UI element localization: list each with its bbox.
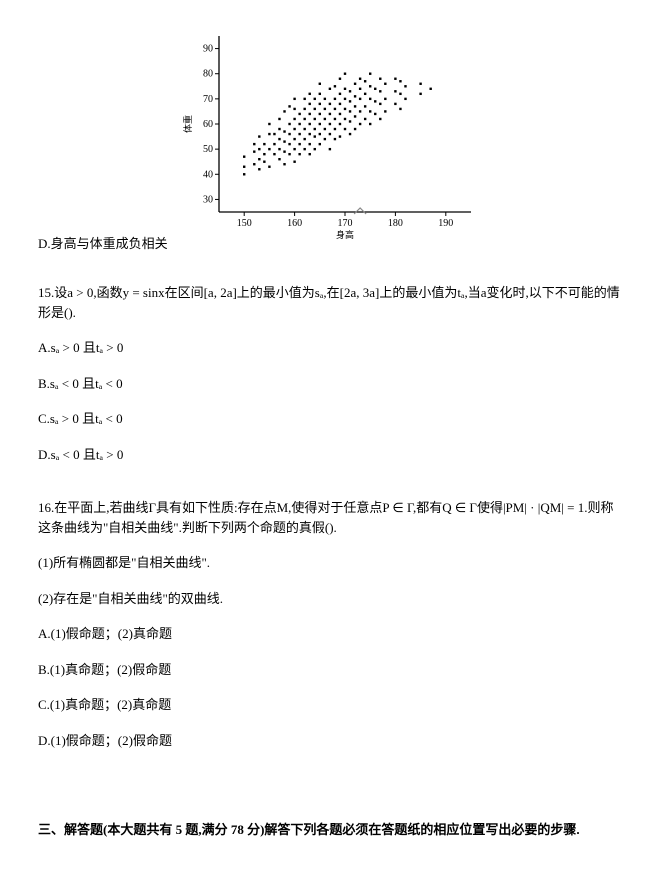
svg-text:190: 190 bbox=[438, 218, 453, 229]
q14-option-d: D.身高与体重成负相关 bbox=[38, 236, 168, 251]
svg-text:180: 180 bbox=[388, 218, 403, 229]
svg-text:170: 170 bbox=[338, 218, 353, 229]
q16-stem: 16.在平面上,若曲线Γ具有如下性质:存在点M,使得对于任意点P ∈ Γ,都有Q… bbox=[38, 498, 624, 537]
q16-option-b: B.(1)真命题；(2)假命题 bbox=[38, 660, 624, 680]
scatter-plot: 30 40 50 60 70 80 90 150 160 170 180 190 身高 体重 bbox=[181, 30, 481, 240]
svg-text:160: 160 bbox=[287, 218, 302, 229]
svg-text:40: 40 bbox=[203, 169, 213, 180]
q15-option-a: A.sₐ > 0 且tₐ > 0 bbox=[38, 338, 624, 358]
q15-option-c: C.sₐ > 0 且tₐ < 0 bbox=[38, 409, 624, 429]
svg-text:50: 50 bbox=[203, 144, 213, 155]
q16-prop1: (1)所有椭圆都是"自相关曲线". bbox=[38, 553, 624, 573]
svg-text:80: 80 bbox=[203, 69, 213, 80]
q15-option-b: B.sₐ < 0 且tₐ < 0 bbox=[38, 374, 624, 394]
scatter-plot-container: 30 40 50 60 70 80 90 150 160 170 180 190 身高 体重 bbox=[38, 30, 624, 246]
q15-stem: 15.设a > 0,函数y = sinx在区间[a, 2a]上的最小值为sₐ,在… bbox=[38, 283, 624, 322]
q16-option-d: D.(1)假命题；(2)假命题 bbox=[38, 731, 624, 751]
svg-text:体重: 体重 bbox=[182, 115, 193, 133]
svg-text:150: 150 bbox=[237, 218, 252, 229]
svg-text:70: 70 bbox=[203, 94, 213, 105]
svg-text:30: 30 bbox=[203, 194, 213, 205]
q16-prop2: (2)存在是"自相关曲线"的双曲线. bbox=[38, 589, 624, 609]
q15-option-d: D.sₐ < 0 且tₐ > 0 bbox=[38, 445, 624, 465]
svg-text:60: 60 bbox=[203, 119, 213, 130]
svg-text:身高: 身高 bbox=[336, 229, 354, 240]
q16-option-c: C.(1)真命题；(2)真命题 bbox=[38, 695, 624, 715]
q16-option-a: A.(1)假命题；(2)真命题 bbox=[38, 624, 624, 644]
section-3-header: 三、解答题(本大题共有 5 题,满分 78 分)解答下列各题必须在答题纸的相应位… bbox=[38, 820, 624, 840]
svg-text:90: 90 bbox=[203, 44, 213, 55]
